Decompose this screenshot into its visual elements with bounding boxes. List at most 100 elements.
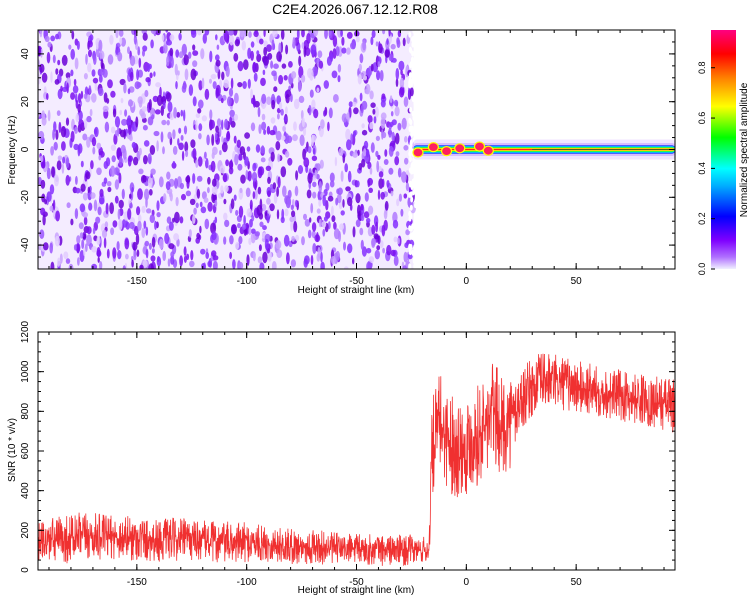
spectrogram-noise-speckle: [119, 155, 123, 167]
spectrogram-noise-speckle: [388, 53, 394, 62]
snr-x-tick-label: 0: [464, 577, 470, 588]
spectrogram-noise-edge: [410, 168, 414, 175]
spectrogram-noise-edge: [411, 249, 415, 256]
spectrogram-noise-speckle: [83, 118, 88, 129]
spectrogram-noise-speckle: [118, 199, 124, 209]
spectrogram-noise-speckle: [350, 42, 356, 50]
spectrogram-noise-speckle: [229, 34, 234, 46]
spectrogram-noise-speckle: [401, 171, 407, 183]
spectrogram-noise-speckle: [185, 176, 191, 183]
spectrogram-noise-speckle: [265, 165, 272, 171]
spectrogram-noise-speckle: [224, 185, 229, 193]
spectrogram-noise-speckle: [318, 218, 322, 228]
spectrogram-noise-speckle: [312, 191, 317, 199]
spectrogram-noise-speckle: [65, 72, 71, 79]
colorbar-tick-label: 0.2: [697, 212, 707, 225]
spectrogram-noise-speckle: [81, 239, 85, 250]
spectrogram-noise-speckle: [235, 209, 239, 216]
spectrogram-noise-speckle: [172, 217, 175, 223]
spectrogram-noise-speckle: [42, 214, 46, 226]
snr-y-label: SNR (10 * v/v): [7, 418, 18, 482]
spectrogram-noise-edge: [411, 67, 415, 74]
spectrogram-noise-speckle: [377, 61, 381, 68]
spectrogram-noise-speckle: [221, 119, 224, 130]
spectrogram-noise-speckle: [39, 63, 45, 73]
spectrogram-noise-speckle: [295, 199, 298, 207]
spectrogram-noise-speckle: [178, 142, 184, 151]
spectrogram-noise-speckle: [84, 243, 88, 252]
spectrogram-x-tick-label: 50: [571, 276, 583, 287]
spectrogram-noise-speckle: [77, 93, 82, 104]
spectrogram-noise-speckle: [325, 182, 330, 191]
spectrogram-noise-speckle: [167, 131, 172, 140]
spectrogram-noise-speckle: [92, 146, 96, 155]
spectrogram-noise-speckle: [52, 199, 56, 211]
spectrogram-noise-speckle: [134, 225, 139, 236]
spectrogram-noise-speckle: [65, 117, 70, 126]
spectrogram-noise-speckle: [114, 195, 119, 204]
spectrogram-noise-speckle: [409, 87, 414, 97]
spectrogram-noise-speckle: [395, 68, 400, 80]
spectrogram-noise-speckle: [233, 135, 237, 144]
spectrogram-noise-speckle: [312, 181, 317, 188]
spectrogram-noise-speckle: [129, 202, 133, 209]
spectrogram-noise-speckle: [193, 207, 197, 215]
spectrogram-noise-speckle: [59, 253, 63, 264]
spectrogram-noise-speckle: [192, 96, 197, 107]
spectrogram-noise-speckle: [53, 141, 58, 151]
spectrogram-noise-speckle: [137, 69, 143, 78]
spectrogram-noise-speckle: [173, 107, 178, 119]
spectrogram-noise-speckle: [290, 220, 294, 231]
spectrogram-noise-speckle: [388, 145, 394, 157]
spectrogram-noise-speckle: [252, 62, 257, 73]
spectrogram-noise-speckle: [51, 166, 55, 178]
spectrogram-noise-speckle: [202, 33, 207, 44]
spectrogram-noise-speckle: [209, 109, 213, 120]
spectrogram-noise-speckle: [375, 150, 379, 157]
spectrogram-noise-speckle: [79, 232, 84, 239]
spectrogram-noise-speckle: [212, 193, 217, 202]
spectrogram-noise-speckle: [331, 215, 336, 223]
spectrogram-noise-speckle: [178, 51, 184, 59]
spectrogram-noise-speckle: [156, 94, 163, 107]
spectrogram-noise-speckle: [145, 77, 151, 83]
spectrogram-noise-speckle: [149, 145, 156, 155]
spectrogram-noise-speckle: [39, 229, 45, 239]
spectrogram-noise-speckle: [117, 208, 121, 220]
spectrogram-noise-speckle: [60, 126, 67, 138]
spectrogram-noise-speckle: [192, 148, 197, 160]
spectrogram-noise-speckle: [316, 173, 320, 180]
spectrogram-noise-speckle: [275, 141, 281, 151]
spectrogram-noise-speckle: [327, 121, 330, 132]
spectrogram-noise-speckle: [328, 191, 333, 198]
spectrogram-noise-speckle: [116, 125, 120, 137]
spectrogram-noise-speckle: [178, 127, 182, 134]
spectrogram-noise-speckle: [170, 255, 175, 265]
spectrogram-noise-speckle: [229, 109, 235, 117]
spectrogram-noise-speckle: [330, 52, 334, 62]
spectrogram-noise-speckle: [260, 77, 266, 87]
spectrogram-noise-speckle: [220, 185, 224, 194]
spectrogram-noise-speckle: [76, 40, 80, 51]
spectrogram-noise-speckle: [39, 155, 44, 163]
spectrogram-noise-speckle: [229, 251, 233, 260]
spectrogram-noise-speckle: [407, 253, 413, 260]
spectrogram-noise-speckle: [361, 158, 366, 168]
spectrogram-noise-speckle: [384, 149, 388, 157]
spectrogram-noise-speckle: [57, 59, 61, 66]
spectrogram-noise-edge: [409, 141, 413, 148]
spectrogram-noise-speckle: [169, 112, 174, 121]
spectrogram-noise-speckle: [283, 234, 290, 247]
spectrogram-noise-speckle: [360, 214, 365, 222]
spectrogram-noise-speckle: [113, 167, 120, 176]
spectrogram-noise-speckle: [74, 126, 78, 134]
spectrogram-noise-speckle: [192, 173, 196, 184]
spectrogram-noise-speckle: [381, 178, 385, 188]
spectrogram-noise-speckle: [192, 214, 196, 225]
spectrogram-noise-speckle: [46, 93, 49, 100]
spectrogram-noise-speckle: [215, 125, 220, 133]
spectrogram-noise-speckle: [322, 228, 326, 237]
spectrogram-noise-speckle: [123, 82, 127, 94]
spectrogram-noise-speckle: [243, 215, 246, 226]
spectrogram-noise-speckle: [347, 243, 353, 254]
